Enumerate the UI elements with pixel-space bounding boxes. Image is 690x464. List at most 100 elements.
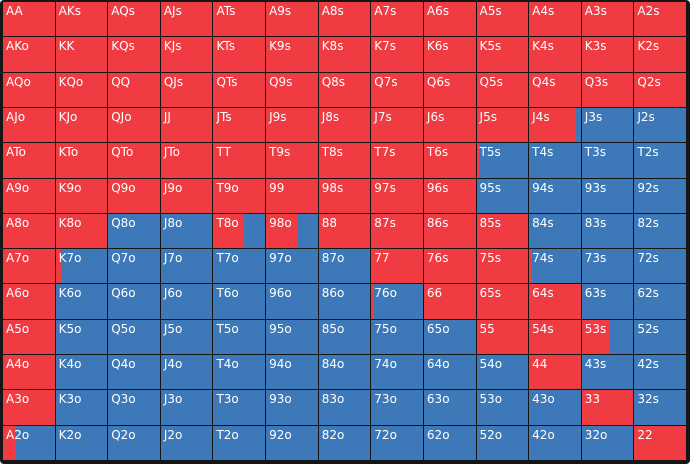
hand-cell[interactable]: K5s <box>476 37 529 72</box>
hand-cell[interactable]: T7s <box>371 143 423 178</box>
hand-cell[interactable]: A2o <box>3 425 55 460</box>
hand-cell[interactable]: 32s <box>634 390 686 425</box>
hand-cell[interactable]: 82s <box>634 213 686 249</box>
hand-cell[interactable]: 84o <box>318 355 371 390</box>
hand-cell[interactable]: Q7s <box>371 72 423 107</box>
hand-cell[interactable]: QQ <box>108 72 160 107</box>
hand-cell[interactable]: 44 <box>529 355 581 390</box>
hand-cell[interactable]: T6s <box>423 143 476 178</box>
hand-cell[interactable]: KQs <box>108 37 160 72</box>
hand-cell[interactable]: T9s <box>266 143 318 178</box>
hand-cell[interactable]: 85s <box>476 213 529 249</box>
hand-cell[interactable]: AKs <box>55 2 108 37</box>
hand-cell[interactable]: J5o <box>160 319 213 355</box>
hand-cell[interactable]: Q3s <box>581 72 634 107</box>
hand-cell[interactable]: ATo <box>3 143 55 178</box>
hand-cell[interactable]: 75o <box>371 319 423 355</box>
hand-cell[interactable]: Q7o <box>108 249 160 284</box>
hand-cell[interactable]: 98s <box>318 178 371 213</box>
hand-cell[interactable]: K9s <box>266 37 318 72</box>
hand-cell[interactable]: 85o <box>318 319 371 355</box>
hand-cell[interactable]: 76o <box>371 284 423 319</box>
hand-cell[interactable]: Q2s <box>634 72 686 107</box>
hand-cell[interactable]: J2o <box>160 425 213 460</box>
hand-cell[interactable]: ATs <box>213 2 266 37</box>
hand-cell[interactable]: A5s <box>476 2 529 37</box>
hand-cell[interactable]: AJs <box>160 2 213 37</box>
hand-cell[interactable]: A8s <box>318 2 371 37</box>
hand-cell[interactable]: 74s <box>529 249 581 284</box>
hand-cell[interactable]: 75s <box>476 249 529 284</box>
hand-cell[interactable]: A8o <box>3 213 55 249</box>
hand-cell[interactable]: JTs <box>213 107 266 143</box>
hand-cell[interactable]: A5o <box>3 319 55 355</box>
hand-cell[interactable]: 63o <box>423 390 476 425</box>
hand-cell[interactable]: AA <box>3 2 55 37</box>
hand-cell[interactable]: K7o <box>55 249 108 284</box>
hand-cell[interactable]: T8s <box>318 143 371 178</box>
hand-cell[interactable]: 96o <box>266 284 318 319</box>
hand-cell[interactable]: Q4s <box>529 72 581 107</box>
hand-cell[interactable]: 87s <box>371 213 423 249</box>
hand-cell[interactable]: 76s <box>423 249 476 284</box>
hand-cell[interactable]: K8s <box>318 37 371 72</box>
hand-cell[interactable]: K5o <box>55 319 108 355</box>
hand-cell[interactable]: J3s <box>581 107 634 143</box>
hand-cell[interactable]: T8o <box>213 213 266 249</box>
hand-cell[interactable]: J4s <box>529 107 581 143</box>
hand-cell[interactable]: J7s <box>371 107 423 143</box>
hand-cell[interactable]: J7o <box>160 249 213 284</box>
hand-cell[interactable]: K2o <box>55 425 108 460</box>
hand-cell[interactable]: K4s <box>529 37 581 72</box>
hand-cell[interactable]: 99 <box>266 178 318 213</box>
hand-cell[interactable]: Q6s <box>423 72 476 107</box>
hand-cell[interactable]: T3o <box>213 390 266 425</box>
hand-cell[interactable]: K3o <box>55 390 108 425</box>
hand-cell[interactable]: Q9o <box>108 178 160 213</box>
hand-cell[interactable]: K6o <box>55 284 108 319</box>
hand-cell[interactable]: TT <box>213 143 266 178</box>
hand-cell[interactable]: QTs <box>213 72 266 107</box>
hand-cell[interactable]: KQo <box>55 72 108 107</box>
hand-cell[interactable]: QTo <box>108 143 160 178</box>
hand-cell[interactable]: 43o <box>529 390 581 425</box>
hand-cell[interactable]: KTo <box>55 143 108 178</box>
hand-cell[interactable]: 86s <box>423 213 476 249</box>
hand-cell[interactable]: 92s <box>634 178 686 213</box>
hand-cell[interactable]: KJo <box>55 107 108 143</box>
hand-cell[interactable]: J8s <box>318 107 371 143</box>
hand-cell[interactable]: 65o <box>423 319 476 355</box>
hand-cell[interactable]: 88 <box>318 213 371 249</box>
hand-cell[interactable]: 95o <box>266 319 318 355</box>
hand-cell[interactable]: A4o <box>3 355 55 390</box>
hand-cell[interactable]: 33 <box>581 390 634 425</box>
hand-cell[interactable]: QJo <box>108 107 160 143</box>
hand-cell[interactable]: 94s <box>529 178 581 213</box>
hand-cell[interactable]: K7s <box>371 37 423 72</box>
hand-cell[interactable]: 86o <box>318 284 371 319</box>
hand-cell[interactable]: 83s <box>581 213 634 249</box>
hand-cell[interactable]: J9s <box>266 107 318 143</box>
hand-cell[interactable]: 66 <box>423 284 476 319</box>
hand-cell[interactable]: T6o <box>213 284 266 319</box>
hand-cell[interactable]: A9s <box>266 2 318 37</box>
hand-cell[interactable]: 55 <box>476 319 529 355</box>
hand-cell[interactable]: Q5s <box>476 72 529 107</box>
hand-cell[interactable]: K8o <box>55 213 108 249</box>
hand-cell[interactable]: T5o <box>213 319 266 355</box>
hand-cell[interactable]: 53s <box>581 319 634 355</box>
hand-cell[interactable]: A9o <box>3 178 55 213</box>
hand-cell[interactable]: 94o <box>266 355 318 390</box>
hand-cell[interactable]: J4o <box>160 355 213 390</box>
hand-cell[interactable]: KK <box>55 37 108 72</box>
hand-cell[interactable]: Q3o <box>108 390 160 425</box>
hand-cell[interactable]: 73s <box>581 249 634 284</box>
hand-cell[interactable]: 64s <box>529 284 581 319</box>
hand-cell[interactable]: J3o <box>160 390 213 425</box>
hand-cell[interactable]: 54s <box>529 319 581 355</box>
hand-cell[interactable]: 43s <box>581 355 634 390</box>
hand-cell[interactable]: A7s <box>371 2 423 37</box>
hand-cell[interactable]: Q6o <box>108 284 160 319</box>
hand-cell[interactable]: T4o <box>213 355 266 390</box>
hand-cell[interactable]: JJ <box>160 107 213 143</box>
